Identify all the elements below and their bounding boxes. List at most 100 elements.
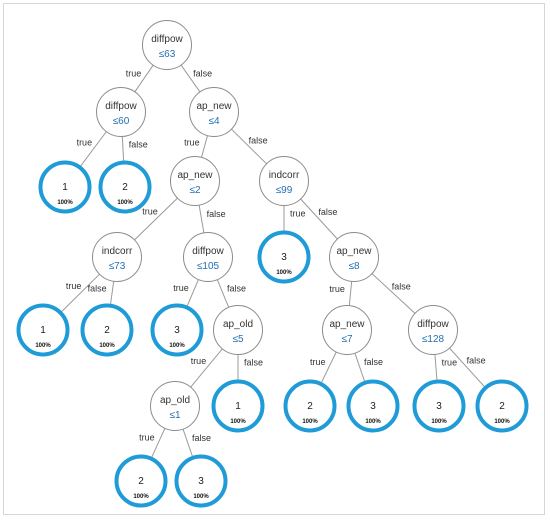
decision-tree-panel: true false true false true false true false true… (3, 3, 545, 515)
split-node[interactable]: ap_new ≤2 (170, 156, 220, 206)
leaf-percentage: 100% (494, 419, 510, 425)
tree-edge (216, 279, 230, 308)
node-threshold: ≤1 (169, 410, 180, 421)
split-node-circle (213, 305, 263, 355)
leaf-percentage: 100% (365, 419, 381, 425)
tree-edge (80, 131, 107, 167)
leaf-node[interactable]: 3 100% (412, 379, 466, 433)
split-node[interactable]: diffpow ≤60 (96, 87, 146, 137)
leaf-class: 3 (436, 401, 442, 412)
leaf-node[interactable]: 3 100% (174, 454, 228, 508)
split-node-circle (183, 232, 233, 282)
split-node-circle (170, 156, 220, 206)
split-node[interactable]: ap_new ≤4 (189, 87, 239, 137)
leaf-class: 3 (198, 476, 204, 487)
split-node[interactable]: ap_old ≤5 (213, 305, 263, 355)
tree-edge (61, 273, 100, 313)
leaf-class: 1 (62, 182, 68, 193)
leaf-node-ring (475, 379, 529, 433)
leaf-node[interactable]: 1 100% (211, 379, 265, 433)
leaf-node-ring (211, 379, 265, 433)
leaf-percentage: 100% (169, 343, 185, 349)
node-feature: ap_new (177, 170, 213, 181)
split-node[interactable]: diffpow ≤63 (142, 20, 192, 70)
leaf-percentage: 100% (133, 494, 149, 500)
tree-edge (151, 428, 166, 458)
node-feature: ap_old (223, 319, 253, 330)
edge-label-true: true (139, 433, 155, 443)
leaf-node-ring (80, 303, 134, 357)
tree-edge (348, 281, 353, 306)
leaf-percentage: 100% (57, 200, 73, 206)
decision-tree: true false true false true false true false true… (16, 20, 529, 508)
leaf-node-ring (283, 379, 337, 433)
node-threshold: ≤60 (113, 116, 130, 127)
edge-label-false: false (244, 358, 263, 368)
leaf-node-ring (98, 160, 152, 214)
leaf-class: 3 (281, 252, 287, 263)
leaf-node-ring (150, 303, 204, 357)
edge-label-true: true (290, 209, 306, 219)
tree-edge (434, 354, 438, 381)
node-threshold: ≤105 (197, 261, 220, 272)
leaf-percentage: 100% (99, 343, 115, 349)
leaf-node-ring (16, 303, 70, 357)
split-node[interactable]: ap_new ≤8 (329, 232, 379, 282)
split-node-circle (408, 305, 458, 355)
leaf-node[interactable]: 2 100% (114, 454, 168, 508)
leaf-node[interactable]: 2 100% (98, 160, 152, 214)
split-node-circle (96, 87, 146, 137)
node-feature: indcorr (269, 170, 300, 181)
node-threshold: ≤99 (276, 185, 293, 196)
tree-edge (198, 205, 205, 233)
edge-label-true: true (142, 206, 158, 216)
edge-label-false: false (88, 284, 107, 294)
node-feature: diffpow (192, 246, 224, 257)
edge-label-true: true (442, 358, 458, 368)
leaf-class: 2 (138, 476, 144, 487)
leaf-node[interactable]: 2 100% (475, 379, 529, 433)
leaf-class: 2 (122, 182, 128, 193)
edge-label-true: true (173, 283, 189, 293)
leaf-node[interactable]: 3 100% (346, 379, 400, 433)
edge-label-false: false (129, 139, 148, 149)
tree-edge (371, 273, 416, 314)
leaf-node[interactable]: 1 100% (38, 160, 92, 214)
split-node[interactable]: diffpow ≤105 (183, 232, 233, 282)
edge-label-true: true (184, 138, 200, 148)
tree-edge (201, 135, 208, 158)
edge-label-true: true (310, 357, 326, 367)
leaf-node[interactable]: 1 100% (16, 303, 70, 357)
leaf-class: 3 (174, 325, 180, 336)
leaf-node[interactable]: 3 100% (257, 230, 311, 284)
split-node-circle (189, 87, 239, 137)
node-threshold: ≤63 (159, 49, 176, 60)
leaf-node-ring (114, 454, 168, 508)
leaf-node-ring (412, 379, 466, 433)
leaf-class: 2 (307, 401, 313, 412)
split-node-circle (322, 305, 372, 355)
split-node[interactable]: indcorr ≤99 (259, 156, 309, 206)
edge-label-false: false (467, 355, 486, 365)
edge-label-true: true (126, 69, 142, 79)
edge-label-true: true (329, 284, 345, 294)
split-node[interactable]: indcorr ≤73 (92, 232, 142, 282)
node-feature: diffpow (151, 34, 183, 45)
tree-edge (134, 64, 154, 93)
leaf-percentage: 100% (230, 419, 246, 425)
nodes-layer: diffpow ≤63 diffpow ≤60 ap_new ≤4 1 100% 2 100% ap… (16, 20, 529, 508)
tree-edge (320, 351, 337, 383)
leaf-class: 2 (104, 325, 110, 336)
leaf-node[interactable]: 3 100% (150, 303, 204, 357)
leaf-node-ring (38, 160, 92, 214)
leaf-node[interactable]: 2 100% (80, 303, 134, 357)
split-node[interactable]: ap_new ≤7 (322, 305, 372, 355)
tree-edge (182, 428, 193, 457)
node-threshold: ≤73 (109, 261, 126, 272)
edge-label-false: false (318, 207, 337, 217)
split-node[interactable]: ap_old ≤1 (150, 381, 200, 431)
tree-edge (186, 279, 199, 307)
split-node[interactable]: diffpow ≤128 (408, 305, 458, 355)
leaf-node[interactable]: 2 100% (283, 379, 337, 433)
leaf-percentage: 100% (302, 419, 318, 425)
